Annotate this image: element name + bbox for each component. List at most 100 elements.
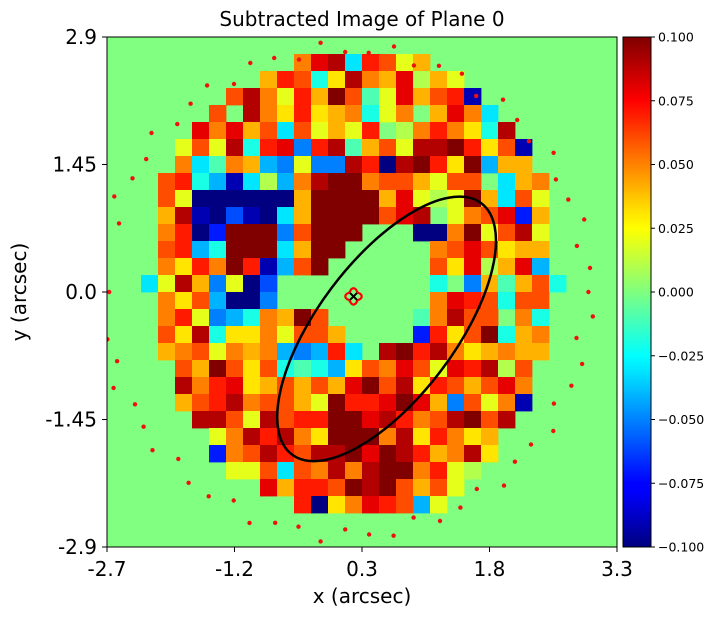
y-tick-label: -1.45 xyxy=(45,408,97,432)
border-point xyxy=(248,60,253,66)
heatmap-cell xyxy=(328,156,346,174)
heatmap-cell xyxy=(379,88,397,106)
heatmap-cell xyxy=(192,122,210,140)
heatmap-cell xyxy=(175,394,193,412)
heatmap-cell xyxy=(413,445,431,463)
heatmap-cell xyxy=(192,326,210,344)
border-point xyxy=(551,428,556,434)
heatmap-cell xyxy=(345,139,363,157)
border-point xyxy=(391,533,396,538)
heatmap-cell xyxy=(328,428,346,446)
heatmap-cell xyxy=(345,496,363,514)
heatmap-cell xyxy=(226,258,244,276)
heatmap-cell xyxy=(430,309,448,327)
heatmap-cell xyxy=(328,241,346,259)
heatmap-cell xyxy=(243,241,261,259)
heatmap-cell xyxy=(311,105,329,123)
heatmap-cell xyxy=(175,207,193,225)
heatmap-cell xyxy=(362,105,380,123)
border-point xyxy=(551,401,557,406)
border-point xyxy=(107,337,110,342)
heatmap-cell xyxy=(328,360,346,378)
heatmap-cell xyxy=(226,360,244,378)
heatmap-cell xyxy=(413,428,431,446)
heatmap-cell xyxy=(481,360,499,378)
heatmap-cell xyxy=(192,275,210,293)
border-point xyxy=(366,50,371,55)
heatmap-cell xyxy=(464,360,482,378)
heatmap-cell xyxy=(328,207,346,225)
heatmap-cell xyxy=(260,479,278,497)
heatmap-cell xyxy=(328,190,346,208)
heatmap-cell xyxy=(515,139,533,157)
heatmap-cell xyxy=(481,326,499,344)
border-point xyxy=(343,527,348,532)
heatmap-cell xyxy=(243,326,261,344)
heatmap-cell xyxy=(498,411,516,429)
heatmap-cell xyxy=(481,309,499,327)
heatmap-cells xyxy=(107,37,617,547)
heatmap-cell xyxy=(209,241,227,259)
heatmap-cell xyxy=(243,275,261,293)
heatmap-cell xyxy=(311,122,329,140)
heatmap-cell xyxy=(396,71,414,89)
heatmap-cell xyxy=(515,156,533,174)
heatmap-cell xyxy=(413,139,431,157)
heatmap-cell xyxy=(430,411,448,429)
colorbar-tick-label: 0.050 xyxy=(658,157,694,172)
heatmap-cell xyxy=(413,122,431,140)
border-point xyxy=(114,359,120,364)
heatmap-cell xyxy=(192,190,210,208)
heatmap-cell xyxy=(532,207,550,225)
heatmap-cell xyxy=(158,258,176,276)
heatmap-cell xyxy=(311,54,329,72)
heatmap-cell xyxy=(498,326,516,344)
heatmap-cell xyxy=(328,411,346,429)
border-point xyxy=(587,265,593,271)
heatmap-cell xyxy=(175,360,193,378)
heatmap-cell xyxy=(430,122,448,140)
heatmap-cell xyxy=(379,173,397,191)
heatmap-cell xyxy=(481,275,499,293)
heatmap-cell xyxy=(175,275,193,293)
heatmap-cell xyxy=(209,207,227,225)
heatmap-cell xyxy=(447,258,465,276)
border-point xyxy=(515,117,520,123)
heatmap-cell xyxy=(396,139,414,157)
heatmap-cell xyxy=(260,224,278,242)
heatmap-cell xyxy=(328,224,346,242)
heatmap-cell xyxy=(379,105,397,123)
border-point xyxy=(273,520,278,525)
heatmap-cell xyxy=(260,326,278,344)
heatmap-cell xyxy=(175,309,193,327)
heatmap-cell xyxy=(311,360,329,378)
heatmap-cell xyxy=(464,156,482,174)
heatmap-cell xyxy=(294,479,312,497)
heatmap-cell xyxy=(243,462,261,480)
heatmap-cell xyxy=(447,207,465,225)
heatmap-cell xyxy=(311,207,329,225)
heatmap-cell xyxy=(430,462,448,480)
heatmap-cell xyxy=(362,394,380,412)
heatmap-cell xyxy=(294,377,312,395)
heatmap-cell xyxy=(141,275,159,293)
x-tick-label: -1.2 xyxy=(215,557,254,581)
y-tick-label: -2.9 xyxy=(58,535,97,559)
heatmap-cell xyxy=(294,428,312,446)
heatmap-cell xyxy=(260,275,278,293)
heatmap-cell xyxy=(345,445,363,463)
border-point xyxy=(458,505,463,510)
heatmap-cell xyxy=(260,377,278,395)
heatmap-cell xyxy=(345,105,363,123)
heatmap-cell xyxy=(515,258,533,276)
heatmap-cell xyxy=(379,190,397,208)
heatmap-cell xyxy=(532,275,550,293)
heatmap-cell xyxy=(430,105,448,123)
heatmap-cell xyxy=(294,105,312,123)
heatmap-cell xyxy=(379,479,397,497)
heatmap-cell xyxy=(464,275,482,293)
heatmap-cell xyxy=(311,156,329,174)
border-point xyxy=(436,63,442,68)
heatmap-cell xyxy=(362,173,380,191)
